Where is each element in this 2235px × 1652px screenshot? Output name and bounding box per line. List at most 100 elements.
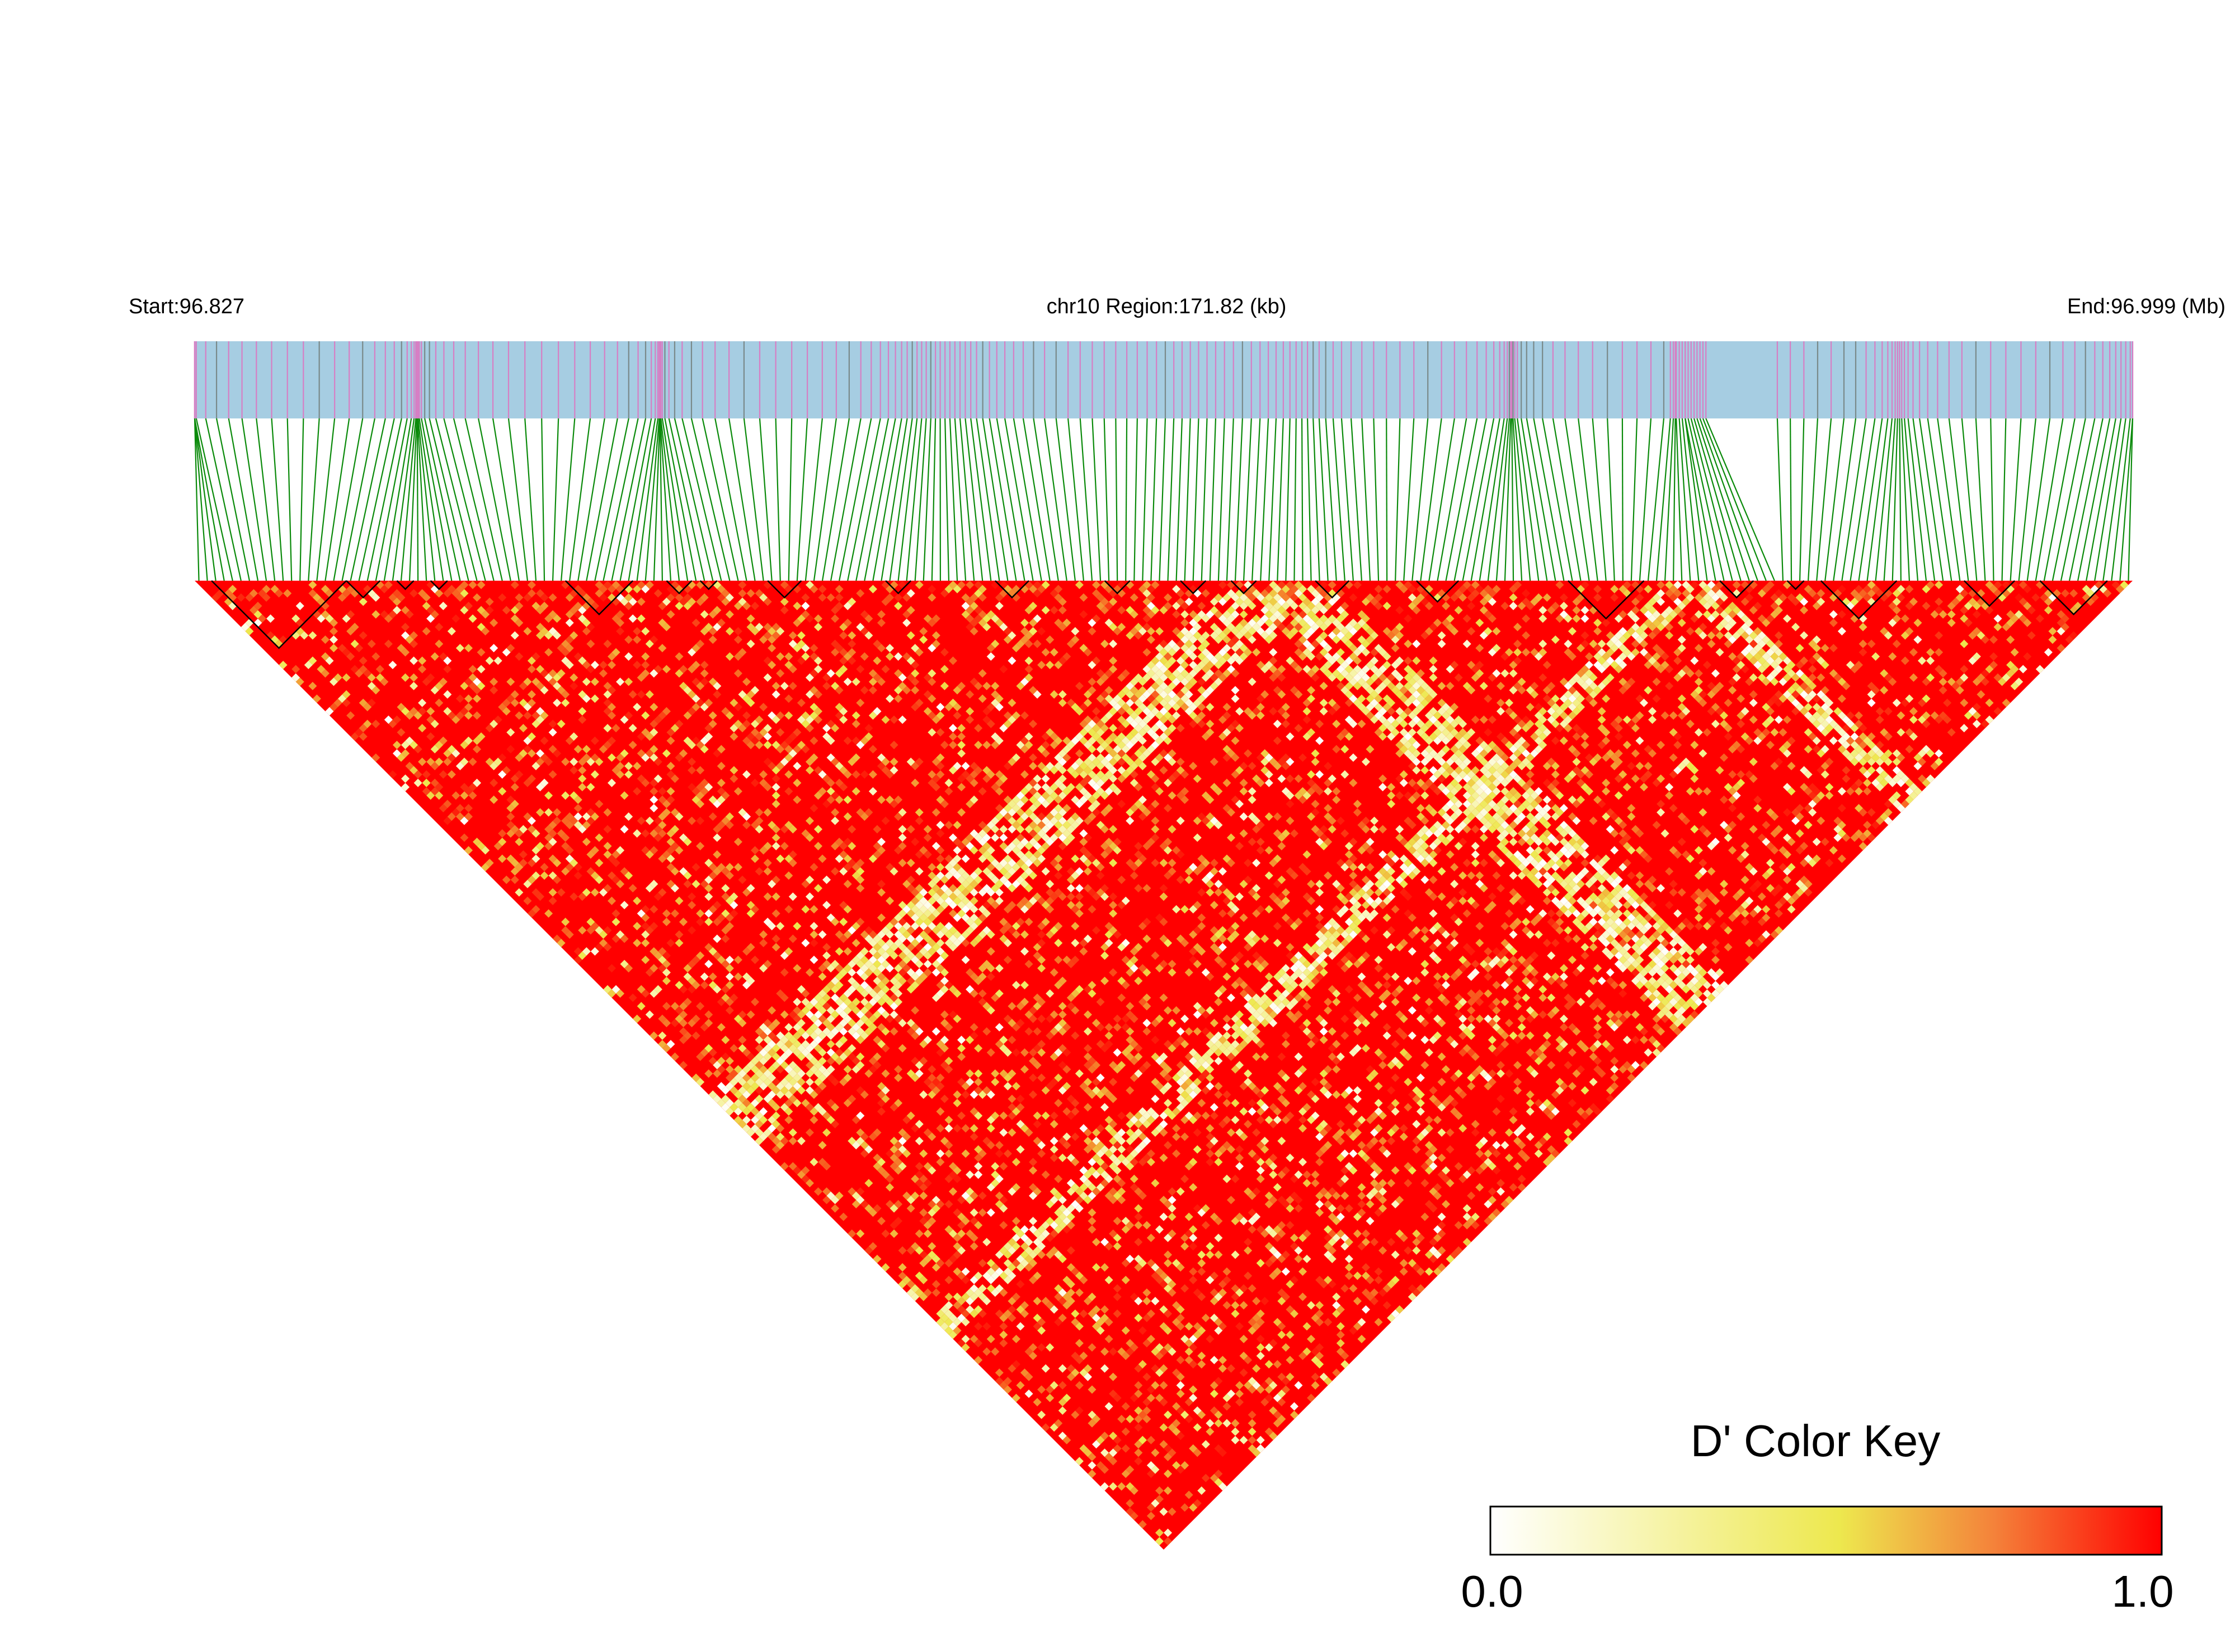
ld-cell: [515, 601, 524, 610]
ld-cell: [704, 1019, 713, 1028]
ld-cell: [1075, 1271, 1084, 1281]
ld-cell: [384, 614, 393, 623]
ld-cell: [561, 926, 570, 935]
ld-cell: [948, 1330, 958, 1339]
ld-cell: [873, 1204, 882, 1213]
ld-cell: [435, 681, 444, 690]
ld-cell: [641, 846, 650, 855]
ld-cell: [784, 905, 793, 914]
ld-cell: [637, 985, 646, 994]
ld-cell: [1134, 1237, 1143, 1246]
ld-cell: [1146, 1394, 1155, 1402]
snp-position-track: [194, 341, 2134, 418]
ld-cell: [696, 1052, 705, 1061]
ld-cell: [944, 1225, 953, 1234]
ld-cell: [641, 711, 650, 720]
ld-cell: [586, 639, 595, 648]
ld-cell: [1142, 1314, 1151, 1322]
ld-cell: [527, 589, 536, 598]
ld-cell: [1142, 1119, 1151, 1128]
ld-cell: [392, 715, 401, 724]
ld-cell: [953, 1242, 962, 1251]
ld-cell: [730, 1044, 738, 1053]
ld-cell: [1003, 1276, 1012, 1284]
ld-cell: [1172, 1301, 1181, 1310]
ld-cell: [856, 1019, 865, 1028]
ld-cell: [805, 876, 814, 884]
ld-cell: [410, 741, 418, 750]
ld-cell: [573, 812, 582, 821]
ld-cell: [894, 972, 903, 981]
ld-cell: [1037, 1048, 1046, 1057]
ld-cell: [1193, 1204, 1202, 1213]
ld-cell: [813, 1103, 823, 1112]
ld-cell: [1134, 1187, 1143, 1196]
ld-cell: [662, 623, 671, 632]
ld-cell: [881, 959, 890, 968]
ld-cell: [573, 796, 582, 804]
ld-cell: [730, 774, 738, 783]
ld-cell: [548, 719, 557, 728]
ld-cell: [595, 799, 604, 808]
ld-cell: [1003, 1242, 1012, 1251]
ld-cell: [1248, 1217, 1257, 1226]
ld-cell: [923, 1162, 932, 1171]
ld-cell: [1307, 1301, 1316, 1310]
ld-cell: [1096, 1090, 1105, 1099]
ld-cell: [1134, 1423, 1143, 1432]
snp-connector: [959, 418, 975, 581]
ld-cell: [999, 1339, 1008, 1348]
ld-cell: [805, 766, 814, 775]
ld-cell: [548, 627, 557, 636]
ld-cell: [603, 724, 612, 733]
snp-connector: [847, 418, 881, 581]
ld-cell: [670, 808, 679, 817]
ld-cell: [650, 921, 658, 931]
ld-cell: [510, 606, 519, 615]
ld-cell: [851, 1065, 860, 1074]
ld-cell: [1075, 1288, 1084, 1297]
ld-cell: [371, 686, 380, 695]
ld-cell: [1138, 1436, 1147, 1444]
ld-cell: [553, 698, 562, 707]
ld-cell: [721, 867, 730, 876]
ld-cell: [936, 921, 945, 931]
ld-cell: [940, 951, 949, 960]
ld-cell: [788, 1077, 797, 1086]
ld-cell: [961, 1090, 970, 1099]
ld-cell: [1104, 1116, 1113, 1124]
ld-cell: [1071, 1099, 1080, 1108]
ld-cell: [864, 1204, 873, 1213]
ld-cell: [1075, 1204, 1084, 1213]
ld-cell: [957, 1314, 966, 1322]
ld-cell: [725, 913, 734, 922]
ld-cell: [1083, 1077, 1092, 1086]
snp-connector: [1277, 418, 1284, 581]
ld-cell: [700, 1023, 709, 1032]
ld-cell: [493, 757, 502, 766]
ld-cell: [1058, 1432, 1067, 1441]
ld-cell: [1298, 1267, 1307, 1276]
ld-cell: [1062, 1276, 1071, 1284]
ld-cell: [443, 656, 452, 665]
ld-cell: [1050, 1111, 1058, 1120]
ld-cell: [873, 841, 882, 850]
ld-cell: [1104, 1276, 1113, 1284]
ld-cell: [898, 1280, 907, 1289]
ld-cell: [447, 627, 456, 636]
ld-cell: [573, 863, 582, 872]
ld-cell: [1109, 1347, 1118, 1356]
ld-cell: [810, 1116, 818, 1124]
ld-cell: [970, 1132, 978, 1141]
ld-cell: [733, 863, 742, 872]
snp-connector: [435, 418, 478, 581]
ld-cell: [611, 850, 620, 859]
ld-cell: [401, 606, 410, 615]
ld-cell: [759, 1048, 768, 1057]
ld-cell: [1062, 1132, 1071, 1141]
ld-cell: [713, 833, 722, 842]
ld-cell: [970, 1031, 978, 1040]
snp-connector: [1693, 418, 1742, 581]
ld-cell: [1008, 1069, 1017, 1078]
ld-cell: [1126, 1507, 1135, 1516]
